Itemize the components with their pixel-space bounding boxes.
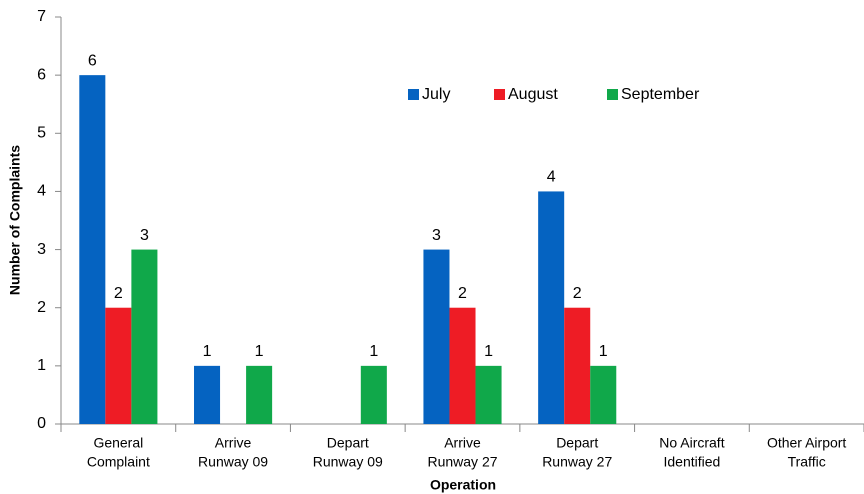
- bar: [79, 75, 106, 425]
- y-tick-label: 5: [37, 125, 46, 142]
- bar: [423, 249, 450, 424]
- y-tick-label: 3: [37, 241, 46, 258]
- y-tick-label: 6: [37, 66, 46, 83]
- x-tick-label: Complaint: [87, 454, 150, 470]
- x-tick-label: Arrive: [215, 435, 252, 451]
- y-tick-label: 7: [37, 8, 46, 25]
- x-tick-label: Depart: [327, 435, 369, 451]
- x-axis-title: Operation: [430, 477, 496, 493]
- x-tick-label: General: [93, 435, 143, 451]
- x-tick-label: Identified: [664, 454, 721, 470]
- bar: [590, 365, 617, 424]
- legend-label: September: [621, 86, 700, 103]
- x-tick-label: No Aircraft: [659, 435, 724, 451]
- legend-label: August: [508, 86, 558, 103]
- data-label: 6: [88, 52, 97, 69]
- legend-label: July: [422, 86, 450, 103]
- x-tick-label: Other Airport: [767, 435, 846, 451]
- x-tick-label: Runway 09: [313, 454, 383, 470]
- x-tick-label: Runway 09: [198, 454, 268, 470]
- bar: [246, 365, 273, 424]
- bar: [131, 249, 158, 424]
- data-label: 4: [547, 169, 556, 186]
- y-axis-title: Number of Complaints: [7, 145, 23, 295]
- y-tick-label: 4: [37, 183, 46, 200]
- bar: [449, 307, 476, 424]
- legend-swatch: [494, 89, 505, 100]
- x-tick-label: Traffic: [788, 454, 826, 470]
- y-tick-label: 0: [37, 415, 46, 432]
- data-label: 2: [573, 285, 582, 302]
- x-tick-label: Depart: [556, 435, 598, 451]
- bar: [360, 365, 387, 424]
- legend-swatch: [607, 89, 618, 100]
- data-label: 1: [369, 343, 378, 360]
- data-label: 1: [484, 343, 493, 360]
- x-tick-label: Runway 27: [427, 454, 497, 470]
- bar: [194, 365, 221, 424]
- y-tick-label: 2: [37, 299, 46, 316]
- bar: [538, 191, 565, 424]
- data-label: 2: [458, 285, 467, 302]
- data-label: 2: [114, 285, 123, 302]
- y-tick-label: 1: [37, 357, 46, 374]
- x-tick-label: Runway 27: [542, 454, 612, 470]
- bar: [475, 365, 502, 424]
- data-label: 3: [432, 227, 441, 244]
- bar: [564, 307, 591, 424]
- legend-swatch: [408, 89, 419, 100]
- data-label: 3: [140, 227, 149, 244]
- data-label: 1: [255, 343, 264, 360]
- data-label: 1: [599, 343, 608, 360]
- data-label: 1: [203, 343, 212, 360]
- x-tick-label: Arrive: [444, 435, 481, 451]
- bar: [105, 307, 132, 424]
